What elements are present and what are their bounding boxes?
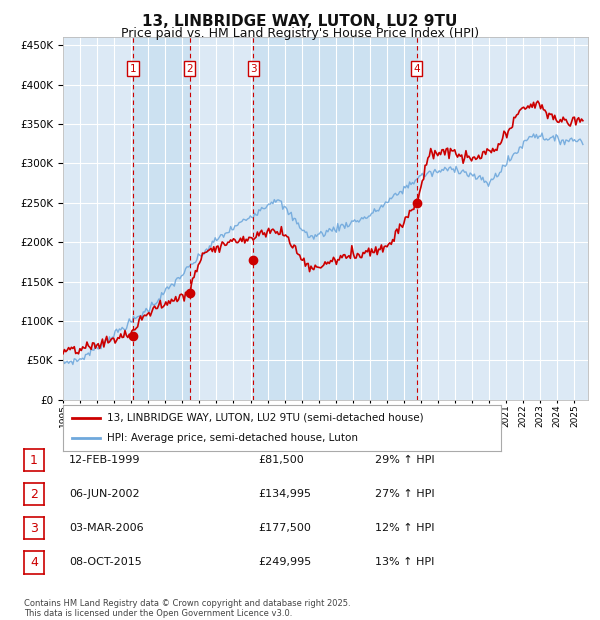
Text: £134,995: £134,995 [258, 489, 311, 499]
Text: 4: 4 [413, 64, 420, 74]
Text: 3: 3 [30, 522, 38, 534]
Text: Contains HM Land Registry data © Crown copyright and database right 2025.
This d: Contains HM Land Registry data © Crown c… [24, 599, 350, 618]
Text: HPI: Average price, semi-detached house, Luton: HPI: Average price, semi-detached house,… [107, 433, 358, 443]
Text: 13, LINBRIDGE WAY, LUTON, LU2 9TU (semi-detached house): 13, LINBRIDGE WAY, LUTON, LU2 9TU (semi-… [107, 413, 424, 423]
Text: Price paid vs. HM Land Registry's House Price Index (HPI): Price paid vs. HM Land Registry's House … [121, 27, 479, 40]
Text: 1: 1 [30, 454, 38, 466]
Text: 12% ↑ HPI: 12% ↑ HPI [375, 523, 434, 533]
Text: 06-JUN-2002: 06-JUN-2002 [69, 489, 140, 499]
Text: £177,500: £177,500 [258, 523, 311, 533]
Text: 29% ↑ HPI: 29% ↑ HPI [375, 455, 434, 465]
Text: 1: 1 [130, 64, 136, 74]
Text: 13% ↑ HPI: 13% ↑ HPI [375, 557, 434, 567]
Text: 08-OCT-2015: 08-OCT-2015 [69, 557, 142, 567]
Text: 03-MAR-2006: 03-MAR-2006 [69, 523, 143, 533]
Bar [133, 37, 190, 400]
Text: £81,500: £81,500 [258, 455, 304, 465]
Text: 12-FEB-1999: 12-FEB-1999 [69, 455, 140, 465]
Text: 13, LINBRIDGE WAY, LUTON, LU2 9TU: 13, LINBRIDGE WAY, LUTON, LU2 9TU [142, 14, 458, 29]
Text: 2: 2 [187, 64, 193, 74]
Text: 3: 3 [250, 64, 257, 74]
Text: 2: 2 [30, 488, 38, 500]
Text: £249,995: £249,995 [258, 557, 311, 567]
Bar [253, 37, 417, 400]
Text: 4: 4 [30, 556, 38, 569]
Text: 27% ↑ HPI: 27% ↑ HPI [375, 489, 434, 499]
